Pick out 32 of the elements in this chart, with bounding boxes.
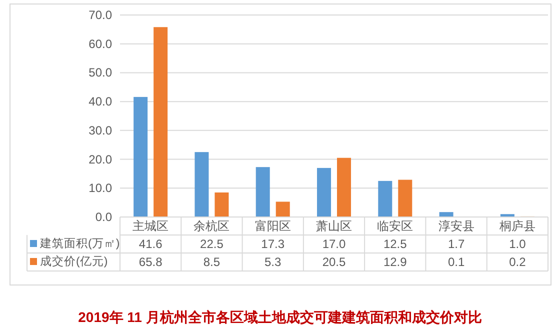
x-tick-label: 临安区 bbox=[377, 219, 414, 233]
y-tick-label: 10.0 bbox=[88, 181, 112, 196]
data-label: 41.6 bbox=[138, 237, 163, 251]
x-tick-label: 富阳区 bbox=[254, 219, 291, 233]
data-label: 12.9 bbox=[383, 255, 408, 269]
data-label: 17.3 bbox=[261, 237, 285, 251]
data-label: 0.1 bbox=[448, 255, 465, 269]
legend-label: 成交价(亿元) bbox=[40, 254, 108, 268]
x-tick-label: 主城区 bbox=[132, 219, 169, 233]
x-tick-label: 萧山区 bbox=[316, 219, 352, 233]
data-label: 17.0 bbox=[322, 237, 346, 251]
data-label: 0.2 bbox=[509, 255, 526, 269]
data-label: 8.5 bbox=[203, 255, 220, 269]
x-tick-label: 桐庐县 bbox=[498, 219, 536, 233]
y-tick-label: 50.0 bbox=[88, 66, 112, 80]
data-label: 20.5 bbox=[322, 255, 346, 269]
data-label: 1.0 bbox=[509, 237, 526, 251]
text: 2019年 11 月杭州全市各区域土地成交可建建筑面积和成交价对比 bbox=[78, 309, 482, 325]
y-tick-label: 0.0 bbox=[95, 210, 112, 224]
x-tick-label: 淳安县 bbox=[438, 219, 474, 233]
y-tick-label: 30.0 bbox=[88, 123, 112, 138]
data-label: 1.7 bbox=[448, 237, 465, 251]
y-tick-label: 40.0 bbox=[88, 94, 112, 109]
y-tick-label: 70.0 bbox=[88, 8, 112, 22]
data-label: 12.5 bbox=[383, 237, 408, 251]
y-tick-label: 60.0 bbox=[88, 36, 112, 51]
data-label: 5.3 bbox=[264, 255, 282, 269]
data-label: 22.5 bbox=[200, 237, 224, 251]
y-tick-label: 20.0 bbox=[88, 152, 112, 166]
x-tick-label: 余杭区 bbox=[194, 219, 230, 233]
legend-label: 建筑面积(万㎡) bbox=[39, 237, 120, 250]
data-label: 65.8 bbox=[138, 255, 163, 269]
